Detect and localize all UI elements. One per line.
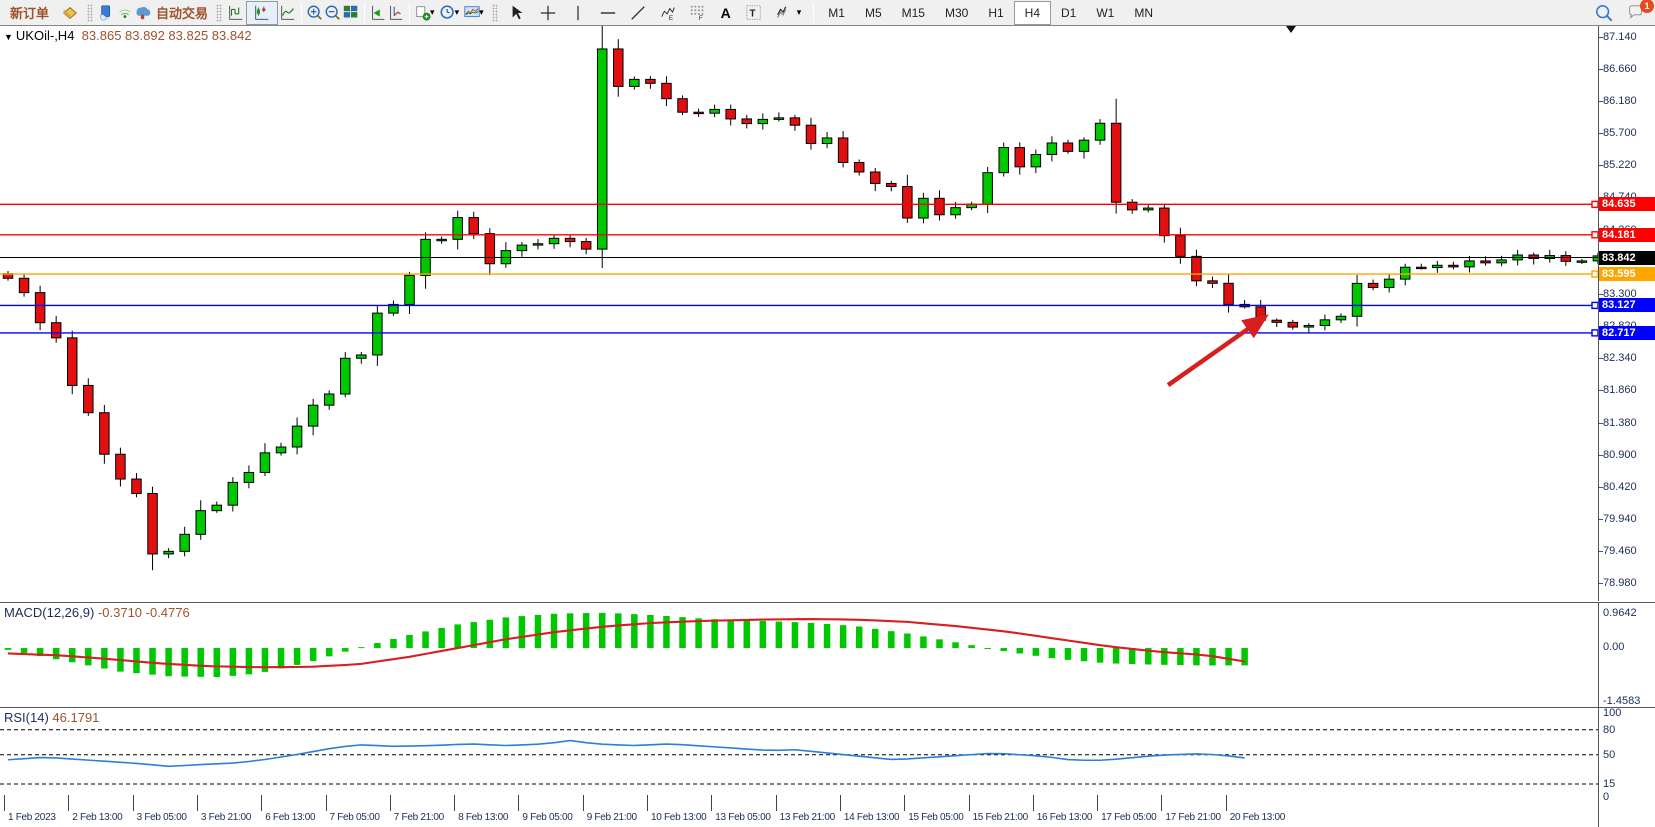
svg-text:T: T xyxy=(749,8,755,19)
svg-text:E: E xyxy=(669,15,673,22)
svg-text:F: F xyxy=(699,15,703,22)
